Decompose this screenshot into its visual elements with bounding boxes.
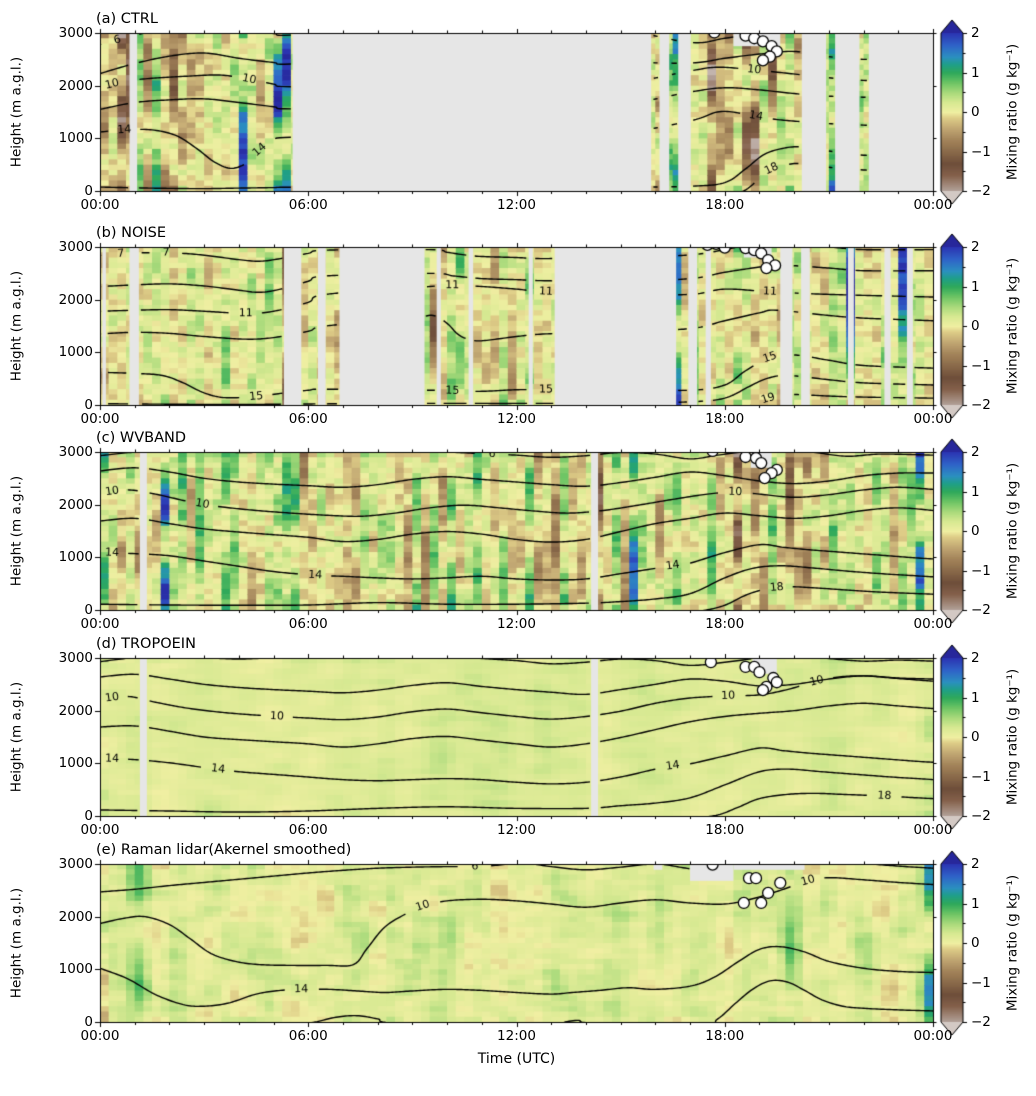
colorbar-tick-1: 1 xyxy=(971,483,980,500)
x-tick-0000: 00:00 xyxy=(80,1028,120,1044)
colorbar-tick-minus2: −2 xyxy=(971,808,991,824)
y-tick-3000: 3000 xyxy=(58,444,93,460)
y-tick-3000: 3000 xyxy=(58,856,93,872)
colorbar-tick-minus1: −1 xyxy=(971,357,991,374)
y-axis-label: Height (m a.g.l.) xyxy=(8,56,25,168)
x-tick-1800: 18:00 xyxy=(705,411,745,427)
y-tick-1000: 1000 xyxy=(58,549,93,566)
colorbar-tick-minus2: −2 xyxy=(971,183,991,199)
x-tick-1800: 18:00 xyxy=(705,197,745,213)
x-tick-1800: 18:00 xyxy=(705,822,745,838)
y-tick-0: 0 xyxy=(84,397,93,413)
x-tick-2400: 00:00 xyxy=(913,1028,953,1044)
x-tick-0000: 00:00 xyxy=(80,822,120,838)
panel-e-title: (e) Raman lidar(Akernel smoothed) xyxy=(96,842,352,858)
panel-d-title: (d) TROPOEIN xyxy=(96,636,196,652)
y-tick-3000: 3000 xyxy=(58,25,93,41)
y-tick-1000: 1000 xyxy=(58,961,93,978)
colorbar-tick-2: 2 xyxy=(971,856,980,872)
colorbar-tick-0: 0 xyxy=(971,935,980,951)
colorbar-label: Mixing ratio (g kg⁻¹) xyxy=(1004,668,1021,806)
colorbar-tick-1: 1 xyxy=(971,895,980,912)
colorbar-tick-minus2: −2 xyxy=(971,397,991,413)
x-tick-0600: 06:00 xyxy=(288,197,328,213)
y-tick-2000: 2000 xyxy=(58,291,93,308)
y-axis-label: Height (m a.g.l.) xyxy=(8,887,25,999)
colorbar-tick-minus1: −1 xyxy=(971,768,991,785)
x-tick-1200: 12:00 xyxy=(497,822,536,838)
y-tick-1000: 1000 xyxy=(58,130,93,147)
x-tick-2400: 00:00 xyxy=(913,411,953,427)
x-tick-0600: 06:00 xyxy=(288,822,328,838)
colorbar-tick-2: 2 xyxy=(971,239,980,255)
x-tick-1200: 12:00 xyxy=(497,411,536,427)
x-tick-2400: 00:00 xyxy=(913,822,953,838)
x-tick-1200: 12:00 xyxy=(497,616,536,632)
x-tick-2400: 00:00 xyxy=(913,197,953,213)
y-tick-0: 0 xyxy=(84,183,93,199)
colorbar-tick-2: 2 xyxy=(971,25,980,41)
x-tick-2400: 00:00 xyxy=(913,616,953,632)
colorbar-tick-minus2: −2 xyxy=(971,1014,991,1030)
x-tick-0000: 00:00 xyxy=(80,411,120,427)
colorbar-label: Mixing ratio (g kg⁻¹) xyxy=(1004,257,1021,395)
panel-c-title: (c) WVBAND xyxy=(96,430,187,446)
x-tick-0000: 00:00 xyxy=(80,616,120,632)
colorbar-tick-0: 0 xyxy=(971,729,980,745)
y-tick-1000: 1000 xyxy=(58,755,93,772)
colorbar-tick-0: 0 xyxy=(971,104,980,120)
colorbar-tick-minus1: −1 xyxy=(971,562,991,579)
panel-a-title: (a) CTRL xyxy=(96,11,158,27)
y-tick-3000: 3000 xyxy=(58,650,93,666)
colorbar-tick-1: 1 xyxy=(971,689,980,706)
x-axis-label: Time (UTC) xyxy=(477,1051,556,1067)
x-tick-0000: 00:00 xyxy=(80,197,120,213)
y-tick-0: 0 xyxy=(84,808,93,824)
colorbar-tick-0: 0 xyxy=(971,318,980,334)
x-tick-1800: 18:00 xyxy=(705,1028,745,1044)
x-tick-1200: 12:00 xyxy=(497,197,536,213)
y-tick-0: 0 xyxy=(84,602,93,618)
x-tick-0600: 06:00 xyxy=(288,411,328,427)
y-tick-2000: 2000 xyxy=(58,908,93,925)
y-tick-1000: 1000 xyxy=(58,344,93,361)
y-tick-0: 0 xyxy=(84,1014,93,1030)
colorbar-tick-2: 2 xyxy=(971,650,980,666)
y-tick-2000: 2000 xyxy=(58,496,93,513)
y-axis-label: Height (m a.g.l.) xyxy=(8,475,25,587)
x-tick-0600: 06:00 xyxy=(288,1028,328,1044)
y-tick-2000: 2000 xyxy=(58,702,93,719)
x-tick-0600: 06:00 xyxy=(288,616,328,632)
colorbar-tick-1: 1 xyxy=(971,278,980,295)
colorbar-tick-1: 1 xyxy=(971,64,980,81)
colorbar-label: Mixing ratio (g kg⁻¹) xyxy=(1004,462,1021,600)
panel-b-title: (b) NOISE xyxy=(96,225,167,241)
y-axis-label: Height (m a.g.l.) xyxy=(8,681,25,793)
colorbar-tick-minus2: −2 xyxy=(971,602,991,618)
colorbar-tick-2: 2 xyxy=(971,444,980,460)
x-tick-1200: 12:00 xyxy=(497,1028,536,1044)
y-axis-label: Height (m a.g.l.) xyxy=(8,270,25,382)
x-tick-1800: 18:00 xyxy=(705,616,745,632)
colorbar-tick-minus1: −1 xyxy=(971,143,991,160)
colorbar-label: Mixing ratio (g kg⁻¹) xyxy=(1004,43,1021,181)
colorbar-tick-minus1: −1 xyxy=(971,974,991,991)
y-tick-3000: 3000 xyxy=(58,239,93,255)
colorbar-label: Mixing ratio (g kg⁻¹) xyxy=(1004,874,1021,1012)
y-tick-2000: 2000 xyxy=(58,77,93,94)
colorbar-tick-0: 0 xyxy=(971,523,980,539)
